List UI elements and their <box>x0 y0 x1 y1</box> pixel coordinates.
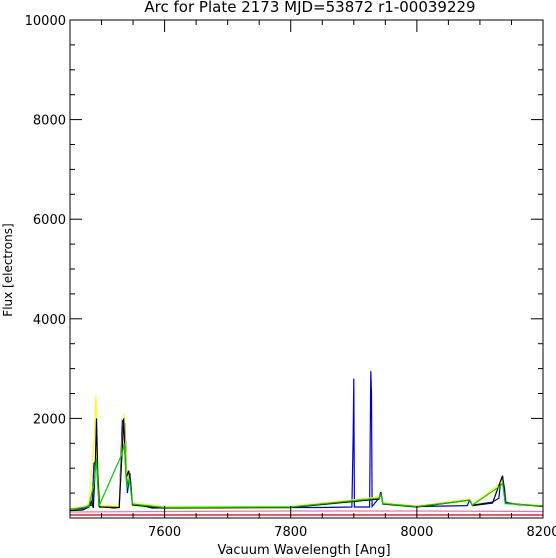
x-tick-label: 7600 <box>148 525 181 540</box>
series-line-3 <box>69 443 544 511</box>
series-line-4 <box>69 510 544 513</box>
series-line-2 <box>69 418 544 512</box>
y-tick-label: 8000 <box>33 114 66 129</box>
y-tick-label: 2000 <box>33 412 66 427</box>
tick-labels: 7600 7800 8000 8200 2000 4000 6000 8000 10000 <box>25 14 556 540</box>
y-tick-label: 6000 <box>33 213 66 228</box>
x-tick-label: 7800 <box>274 525 307 540</box>
series-layer <box>69 371 544 516</box>
y-tick-label: 10000 <box>25 14 66 29</box>
axes-layer <box>69 19 544 519</box>
y-axis-label: Flux [electrons] <box>1 223 15 316</box>
x-tick-label: 8000 <box>400 525 433 540</box>
series-line-0 <box>69 371 544 510</box>
series-line-1 <box>69 395 544 509</box>
plot-frame <box>69 19 544 519</box>
chart-title: Arc for Plate 2173 MJD=53872 r1-00039229 <box>144 0 475 16</box>
x-tick-label: 8200 <box>526 525 556 540</box>
y-tick-label: 4000 <box>33 313 66 328</box>
x-axis-label: Vacuum Wavelength [Ang] <box>217 543 390 558</box>
